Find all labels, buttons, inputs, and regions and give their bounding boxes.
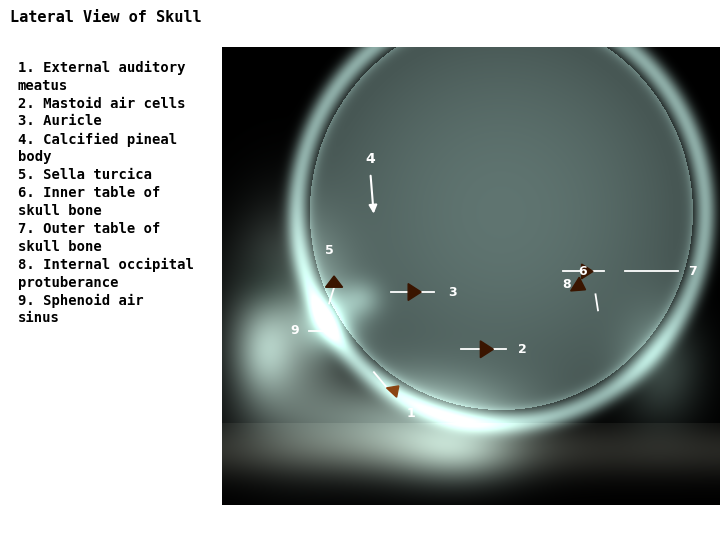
Text: 1: 1 (407, 407, 415, 420)
Polygon shape (582, 264, 593, 279)
Text: 8: 8 (562, 278, 570, 291)
Polygon shape (387, 386, 399, 397)
Text: 2: 2 (518, 343, 527, 356)
Text: Lateral View of Skull: Lateral View of Skull (10, 10, 202, 25)
Text: 1. External auditory
meatus
2. Mastoid air cells
3. Auricle
4. Calcified pineal
: 1. External auditory meatus 2. Mastoid a… (18, 60, 194, 326)
Text: 3: 3 (449, 286, 457, 299)
Polygon shape (571, 277, 585, 291)
Polygon shape (325, 276, 343, 287)
Text: 9: 9 (291, 325, 300, 338)
Text: 5: 5 (325, 244, 333, 258)
Text: 7: 7 (688, 265, 696, 278)
Polygon shape (408, 284, 421, 300)
Text: 6: 6 (578, 265, 587, 278)
Polygon shape (480, 341, 493, 357)
Text: 4: 4 (366, 152, 375, 166)
